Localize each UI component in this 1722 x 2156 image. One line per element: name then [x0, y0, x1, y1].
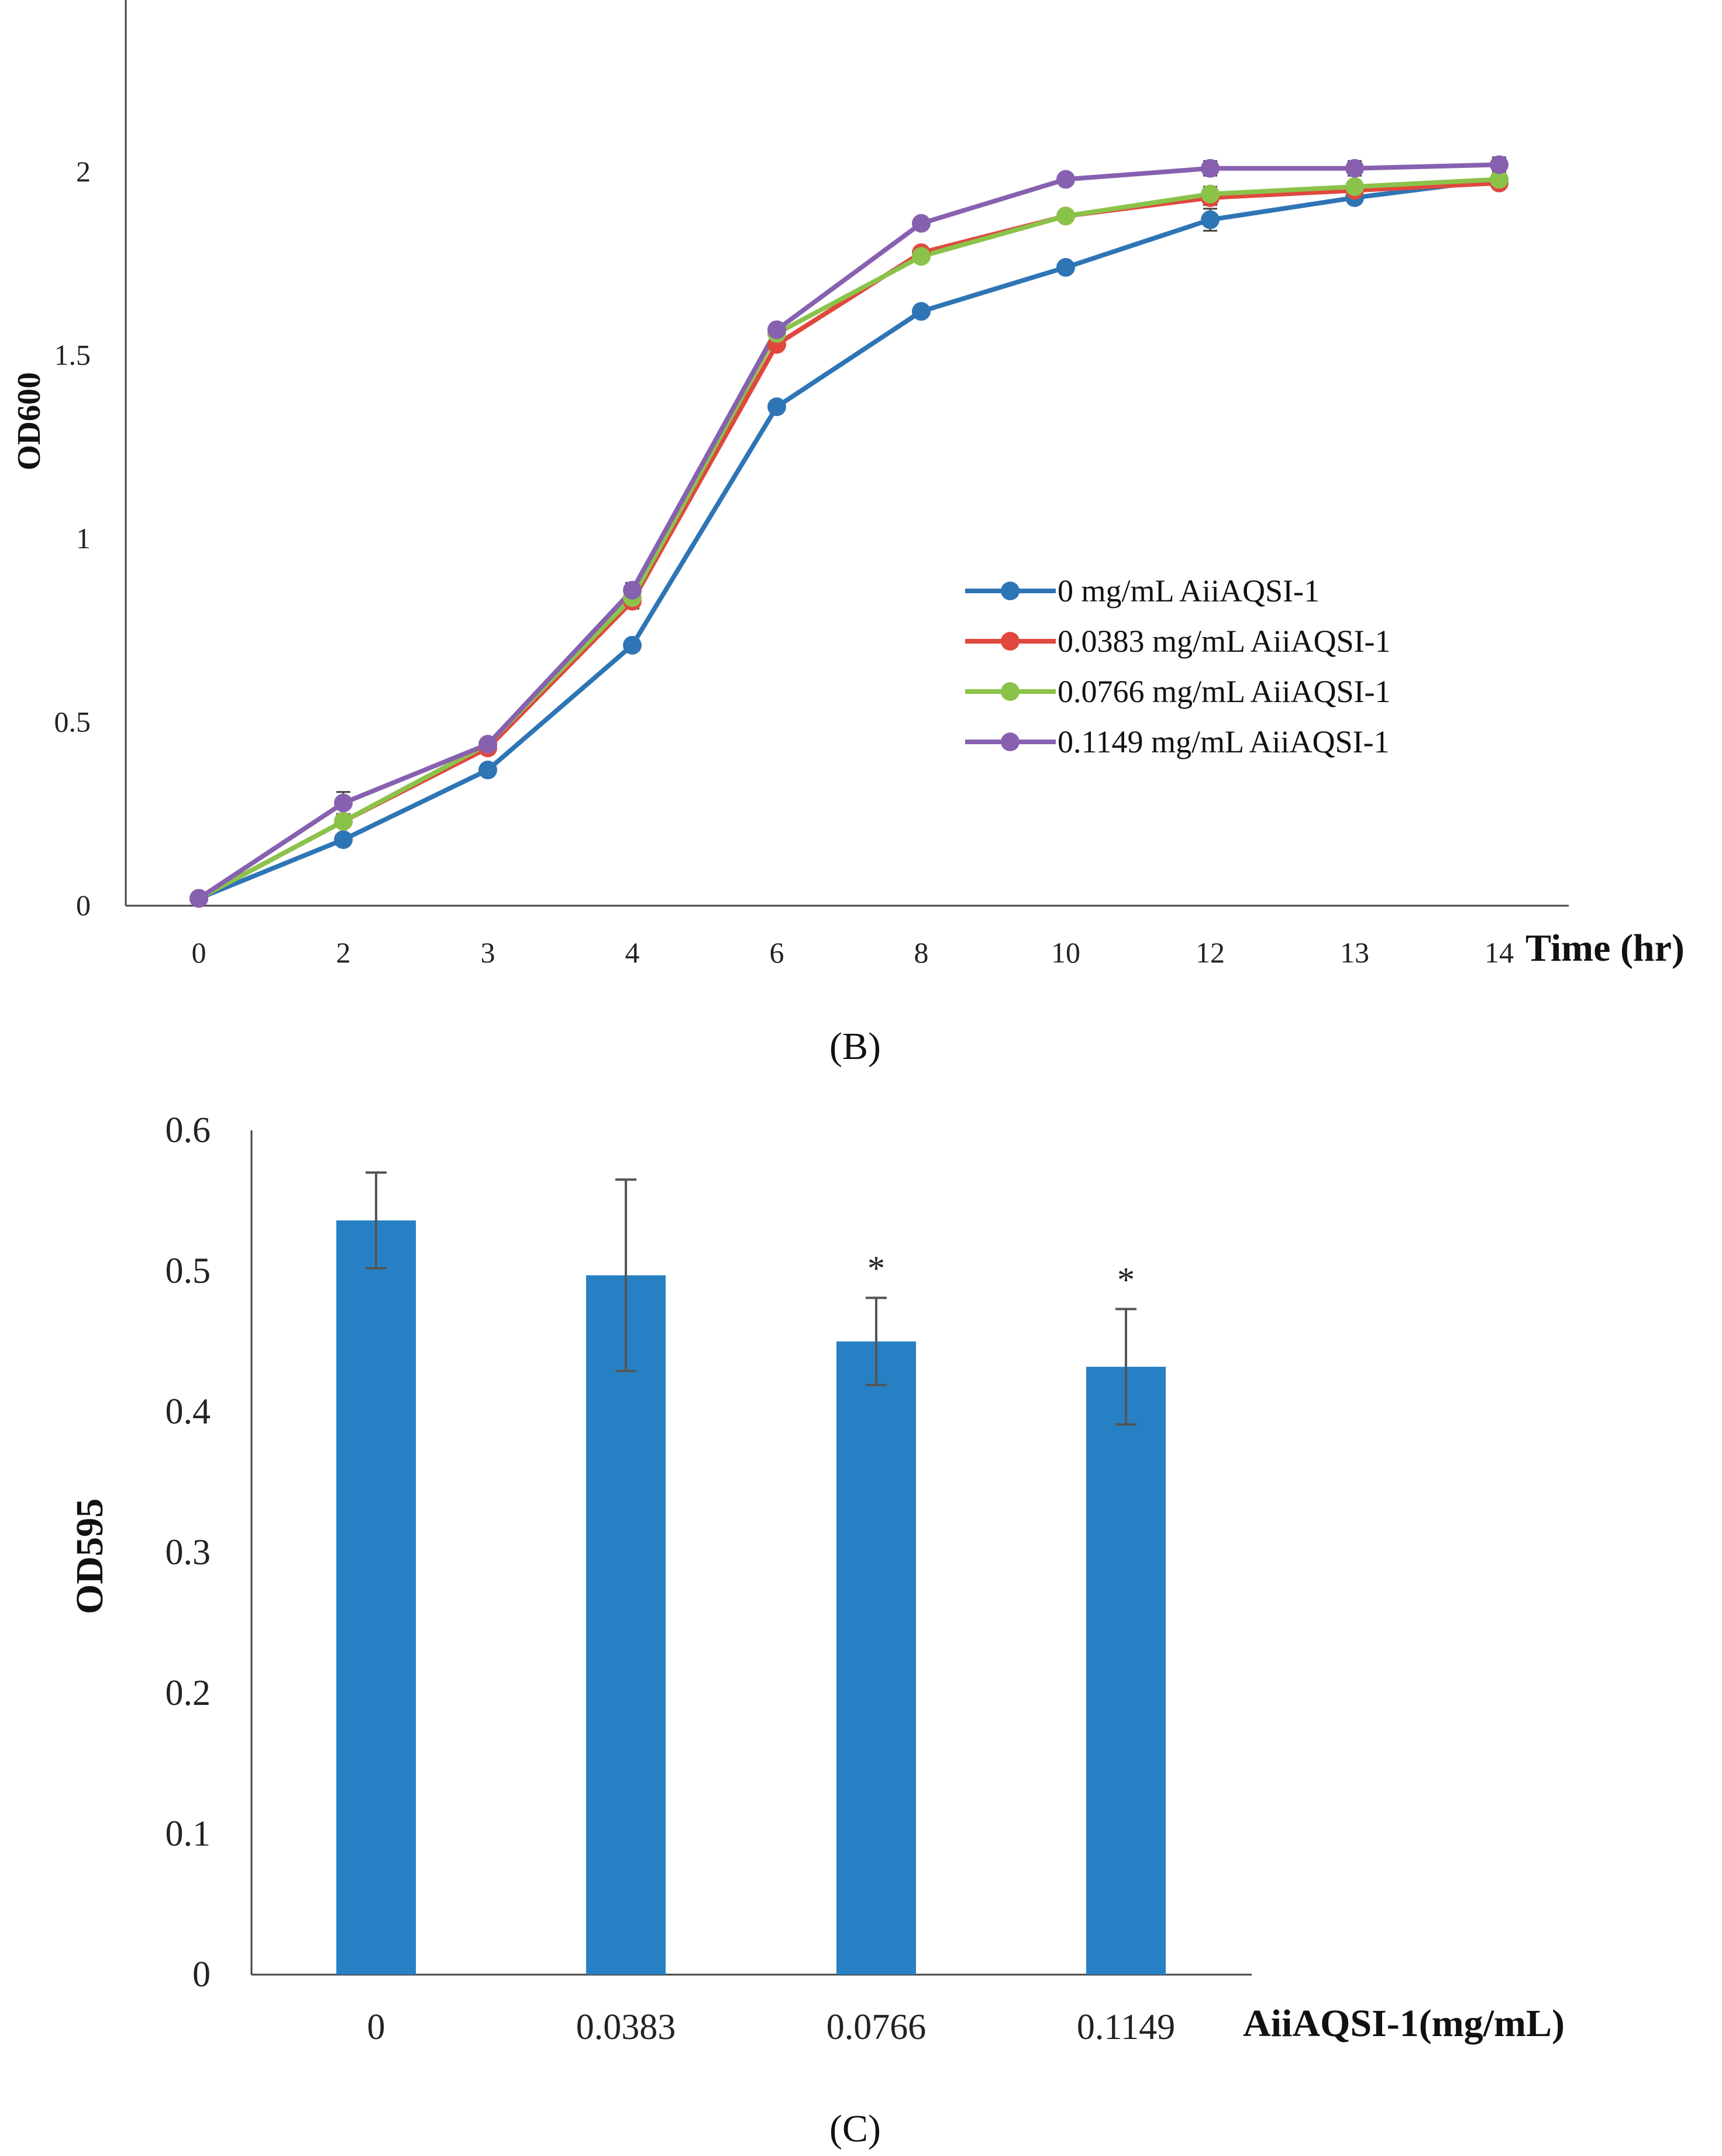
b-y-axis-label: OD600: [11, 372, 47, 470]
b-y-tick-label: 0.5: [54, 706, 91, 738]
c-bar: [336, 1220, 416, 1975]
b-data-point: [190, 889, 208, 908]
b-data-point: [912, 214, 931, 233]
c-y-axis-label: OD595: [68, 1498, 111, 1614]
b-x-tick-label: 4: [625, 936, 640, 969]
b-data-point: [1345, 159, 1364, 178]
b-data-point: [1345, 177, 1364, 197]
b-x-tick-label: 10: [1051, 936, 1080, 969]
b-y-tick-label: 2: [76, 155, 91, 188]
c-y-tick-label: 0.2: [166, 1673, 211, 1713]
b-data-point: [1201, 159, 1220, 178]
c-x-tick-label: 0.0383: [576, 2007, 676, 2047]
b-series-line-1: [198, 180, 1500, 900]
c-y-tick-label: 0.5: [166, 1251, 211, 1291]
c-x-tick-label: 0.0766: [826, 2007, 927, 2047]
b-data-point: [334, 830, 353, 850]
b-series-line-2: [198, 177, 1500, 900]
b-data-point: [912, 302, 931, 321]
b-panel-label: (B): [829, 1025, 881, 1068]
growth-curve-chart: 0 0.5 1 1.5 2 0 2 3 4 6 8 10 12 13 14 0 mg/mL AiiAQSI…: [11, 0, 1685, 1068]
b-x-tick-label: 12: [1196, 936, 1225, 969]
b-data-point: [478, 735, 497, 754]
c-panel-label: (C): [829, 2107, 881, 2150]
b-legend-label: 0 mg/mL AiiAQSI-1: [1058, 573, 1320, 608]
b-x-tick-label: 13: [1340, 936, 1369, 969]
c-x-axis-label: AiiAQSI-1(mg/mL): [1243, 2002, 1565, 2045]
c-y-tick-label: 0.3: [166, 1533, 211, 1573]
b-x-tick-label: 3: [481, 936, 495, 969]
c-bar: [586, 1275, 666, 1975]
c-significance-marker: *: [867, 1249, 885, 1288]
b-data-point: [1056, 258, 1075, 277]
b-series-line-3: [197, 162, 1500, 900]
b-x-tick-label: 2: [336, 936, 351, 969]
c-bar: [1086, 1367, 1166, 1975]
b-data-point: [767, 397, 786, 417]
b-legend-label: 0.0766 mg/mL AiiAQSI-1: [1058, 674, 1391, 709]
b-data-point: [767, 320, 786, 339]
b-legend-marker: [1001, 632, 1020, 651]
b-data-point: [1201, 210, 1220, 229]
b-series-line-0: [198, 177, 1500, 901]
biofilm-bar-chart: 0 0.1 0.2 0.3 0.4 0.5 0.6 * * 0 0.0383 0.0766 0.11…: [68, 1110, 1565, 2150]
b-x-axis-label: Time (hr): [1525, 927, 1685, 969]
c-x-tick-label: 0: [367, 2007, 385, 2047]
c-y-tick-label: 0.6: [166, 1110, 211, 1150]
b-y-tick-label: 0: [76, 889, 91, 921]
b-data-point: [1490, 170, 1509, 189]
c-significance-marker: *: [1117, 1260, 1135, 1299]
b-data-point: [1490, 155, 1509, 174]
c-x-tick-label: 0.1149: [1077, 2007, 1175, 2047]
b-x-tick-label: 14: [1485, 936, 1514, 969]
c-y-tick-label: 0.1: [166, 1814, 211, 1854]
b-x-tick-label: 0: [192, 936, 206, 969]
b-data-point: [1056, 207, 1075, 226]
b-data-point: [478, 761, 497, 780]
b-data-point: [334, 793, 353, 813]
c-y-tick-label: 0.4: [166, 1392, 211, 1432]
b-legend-label: 0.0383 mg/mL AiiAQSI-1: [1058, 624, 1391, 659]
b-x-tick-label: 8: [914, 936, 929, 969]
b-data-point: [1056, 170, 1075, 189]
b-legend-marker: [1001, 733, 1020, 751]
c-bar: [836, 1341, 916, 1975]
b-data-point: [334, 811, 353, 831]
b-legend-label: 0.1149 mg/mL AiiAQSI-1: [1058, 724, 1390, 759]
b-data-point: [623, 635, 642, 655]
b-x-tick-label: 6: [770, 936, 784, 969]
b-data-point: [1201, 184, 1220, 204]
b-data-point: [623, 580, 642, 600]
b-legend-marker: [1001, 582, 1020, 600]
b-legend-marker: [1001, 682, 1020, 701]
c-y-tick-label: 0: [192, 1955, 211, 1995]
b-y-tick-label: 1: [76, 522, 91, 555]
b-y-tick-label: 1.5: [54, 339, 91, 372]
b-data-point: [912, 247, 931, 266]
